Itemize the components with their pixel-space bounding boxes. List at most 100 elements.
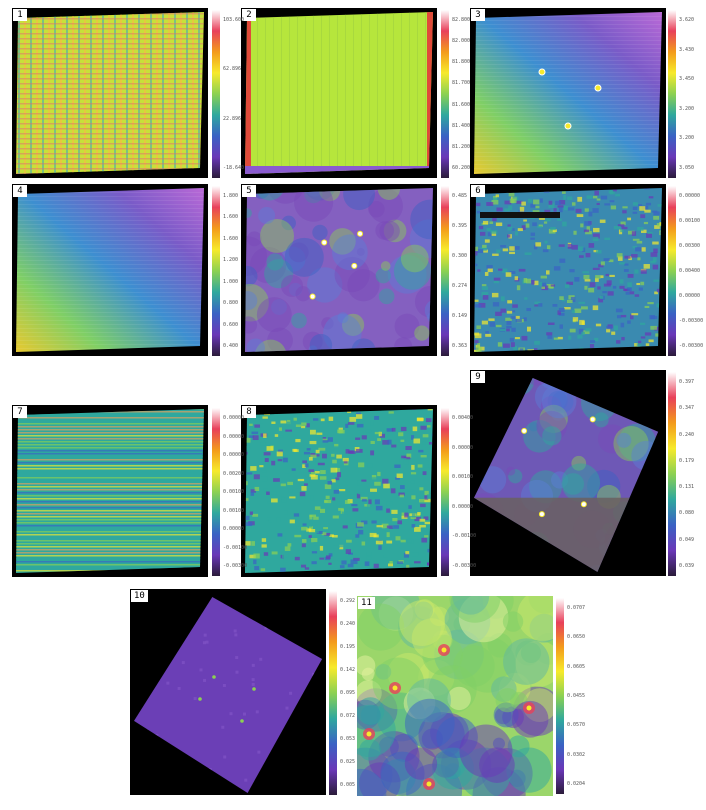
colorbar-ticks-10: 0.292 0.240 0.195 0.142 0.095 0.072 0.053 0.025… — [340, 591, 356, 795]
colorbar-tick-label: 81.200 — [452, 143, 471, 150]
colorbar-tick-label: 0.00000 — [223, 526, 245, 532]
colorbar-tick-label: 0.00200 — [223, 470, 245, 477]
colorbar-tick-label: 0.0204 — [567, 781, 586, 787]
colorbar-tick-label: 3.050 — [679, 165, 695, 171]
map-image — [245, 409, 433, 573]
colorbar-tick-label: 0.095 — [340, 690, 356, 696]
colorbar-tick-label: 1.800 — [223, 193, 239, 199]
panel-number: 4 — [13, 185, 27, 197]
colorbar-tick-label: -0.00300 — [223, 563, 248, 569]
colorbar-tick-label: -0.00100 — [452, 533, 477, 540]
panel-number: 10 — [131, 590, 148, 602]
colorbar-tick-label: 0.0455 — [567, 693, 586, 699]
colorbar-tick-label: 0.00400 — [452, 415, 474, 421]
colorbar-tick-label: 0.397 — [679, 379, 695, 385]
map-panel-8: 8 — [241, 405, 437, 577]
colorbar-tick-label: 62.896 — [223, 66, 242, 73]
colorbar-tick-label: 82.000 — [452, 38, 471, 45]
colorbar-tick-label: 3.430 — [679, 46, 695, 53]
colorbar-9 — [668, 372, 676, 576]
colorbar-1 — [212, 10, 220, 178]
colorbar-tick-label: 0.195 — [340, 644, 356, 650]
map-panel-1: 1 — [12, 8, 208, 178]
colorbar-tick-label: 0.00000 — [679, 293, 701, 299]
colorbar-tick-label: 0.300 — [452, 253, 468, 259]
panel-number: 3 — [471, 9, 485, 21]
colorbar-tick-label: 1.000 — [223, 278, 239, 285]
colorbar-tick-label: 0.00100 — [679, 218, 701, 224]
map-panel-5: 5 — [241, 184, 437, 356]
colorbar-tick-label: 0.240 — [340, 621, 356, 627]
colorbar-6 — [668, 186, 676, 356]
map-panel-2: 2 — [241, 8, 437, 178]
map-panel-6: 6 — [470, 184, 666, 356]
colorbar-tick-label: 1.600 — [223, 214, 239, 221]
panel-number: 6 — [471, 185, 485, 197]
colorbar-tick-label: 0.005 — [340, 782, 356, 788]
map-image — [357, 596, 553, 796]
map-image — [474, 378, 659, 572]
colorbar-tick-label: -0.00300 — [679, 343, 704, 349]
colorbar-tick-label: 81.400 — [452, 122, 471, 129]
panel-number: 9 — [471, 371, 485, 383]
colorbar-ticks-4: 1.800 1.600 1.600 1.200 1.000 0.800 0.600 0.400 — [223, 186, 241, 356]
colorbar-ticks-6: 0.00000 0.00100 0.00300 0.00400 0.00000 -0.00… — [679, 186, 703, 356]
colorbar-tick-label: 3.200 — [679, 135, 695, 142]
colorbar-tick-label: 0.142 — [340, 667, 356, 673]
colorbar-tick-label: 103.600 — [223, 17, 245, 23]
colorbar-tick-label: 0.025 — [340, 759, 356, 765]
colorbar-ticks-9: 0.397 0.347 0.240 0.179 0.131 0.080 0.049 0.039 — [679, 372, 697, 576]
colorbar-tick-label: 0.0570 — [567, 722, 586, 729]
colorbar-tick-label: 0.347 — [679, 405, 695, 412]
colorbar-tick-label: 0.0302 — [567, 751, 586, 758]
map-image — [245, 12, 433, 174]
colorbar-10 — [329, 591, 337, 795]
map-panel-11: 11 — [357, 596, 553, 796]
colorbar-tick-label: 3.620 — [679, 17, 695, 23]
colorbar-tick-label: 0.00000 — [452, 503, 474, 510]
colorbar-tick-label: 0.00000 — [223, 452, 245, 458]
colorbar-tick-label: 82.800 — [452, 17, 471, 23]
colorbar-tick-label: 0.485 — [452, 193, 468, 199]
panel-number: 8 — [242, 406, 256, 418]
colorbar-tick-label: 0.049 — [679, 536, 695, 543]
colorbar-tick-label: 0.00100 — [452, 474, 474, 481]
map-image — [474, 188, 662, 352]
colorbar-tick-label: 3.200 — [679, 105, 695, 112]
colorbar-2 — [441, 10, 449, 178]
colorbar-tick-label: 3.450 — [679, 76, 695, 83]
map-image — [134, 597, 323, 793]
colorbar-tick-label: 0.600 — [223, 321, 239, 328]
map-image — [245, 188, 433, 352]
colorbar-8 — [441, 408, 449, 576]
map-panel-4: 4 — [12, 184, 208, 356]
colorbar-tick-label: 0.00000 — [679, 193, 701, 199]
colorbar-3 — [668, 10, 676, 178]
colorbar-tick-label: 1.200 — [223, 257, 239, 264]
colorbar-tick-label: 0.00000 — [223, 415, 245, 421]
colorbar-tick-label: 0.00400 — [679, 268, 701, 274]
colorbar-tick-label: 81.800 — [452, 59, 471, 66]
colorbar-tick-label: 0.292 — [340, 598, 356, 604]
colorbar-tick-label: 0.0650 — [567, 634, 586, 641]
map-panel-10: 10 — [130, 589, 326, 795]
colorbar-tick-label: 0.131 — [679, 484, 695, 491]
colorbar-tick-label: 0.00000 — [452, 444, 474, 451]
colorbar-7 — [212, 408, 220, 576]
colorbar-ticks-1: 103.600 62.896 22.896 -18.640 — [223, 10, 245, 178]
colorbar-ticks-11: 0.0707 0.0650 0.0605 0.0455 0.0570 0.0302 0.02… — [567, 598, 585, 794]
panel-number: 5 — [242, 185, 256, 197]
panel-number: 1 — [13, 9, 27, 21]
colorbar-tick-label: 0.072 — [340, 713, 356, 719]
colorbar-tick-label: 81.600 — [452, 101, 471, 108]
colorbar-tick-label: -0.00300 — [679, 318, 704, 324]
colorbar-tick-label: 1.600 — [223, 235, 239, 242]
colorbar-tick-label: 0.395 — [452, 223, 468, 229]
colorbar-tick-label: 0.363 — [452, 343, 468, 349]
colorbar-tick-label: 22.896 — [223, 115, 242, 122]
colorbar-tick-label: 0.0605 — [567, 663, 586, 670]
colorbar-tick-label: 0.0707 — [567, 605, 586, 611]
panel-number: 11 — [358, 597, 375, 609]
panel-number: 2 — [242, 9, 256, 21]
colorbar-tick-label: -0.00100 — [223, 544, 248, 551]
